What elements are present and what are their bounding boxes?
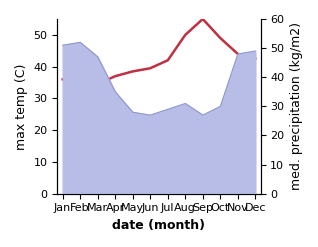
Y-axis label: max temp (C): max temp (C): [15, 63, 28, 149]
Y-axis label: med. precipitation (kg/m2): med. precipitation (kg/m2): [290, 22, 303, 190]
X-axis label: date (month): date (month): [113, 219, 205, 232]
